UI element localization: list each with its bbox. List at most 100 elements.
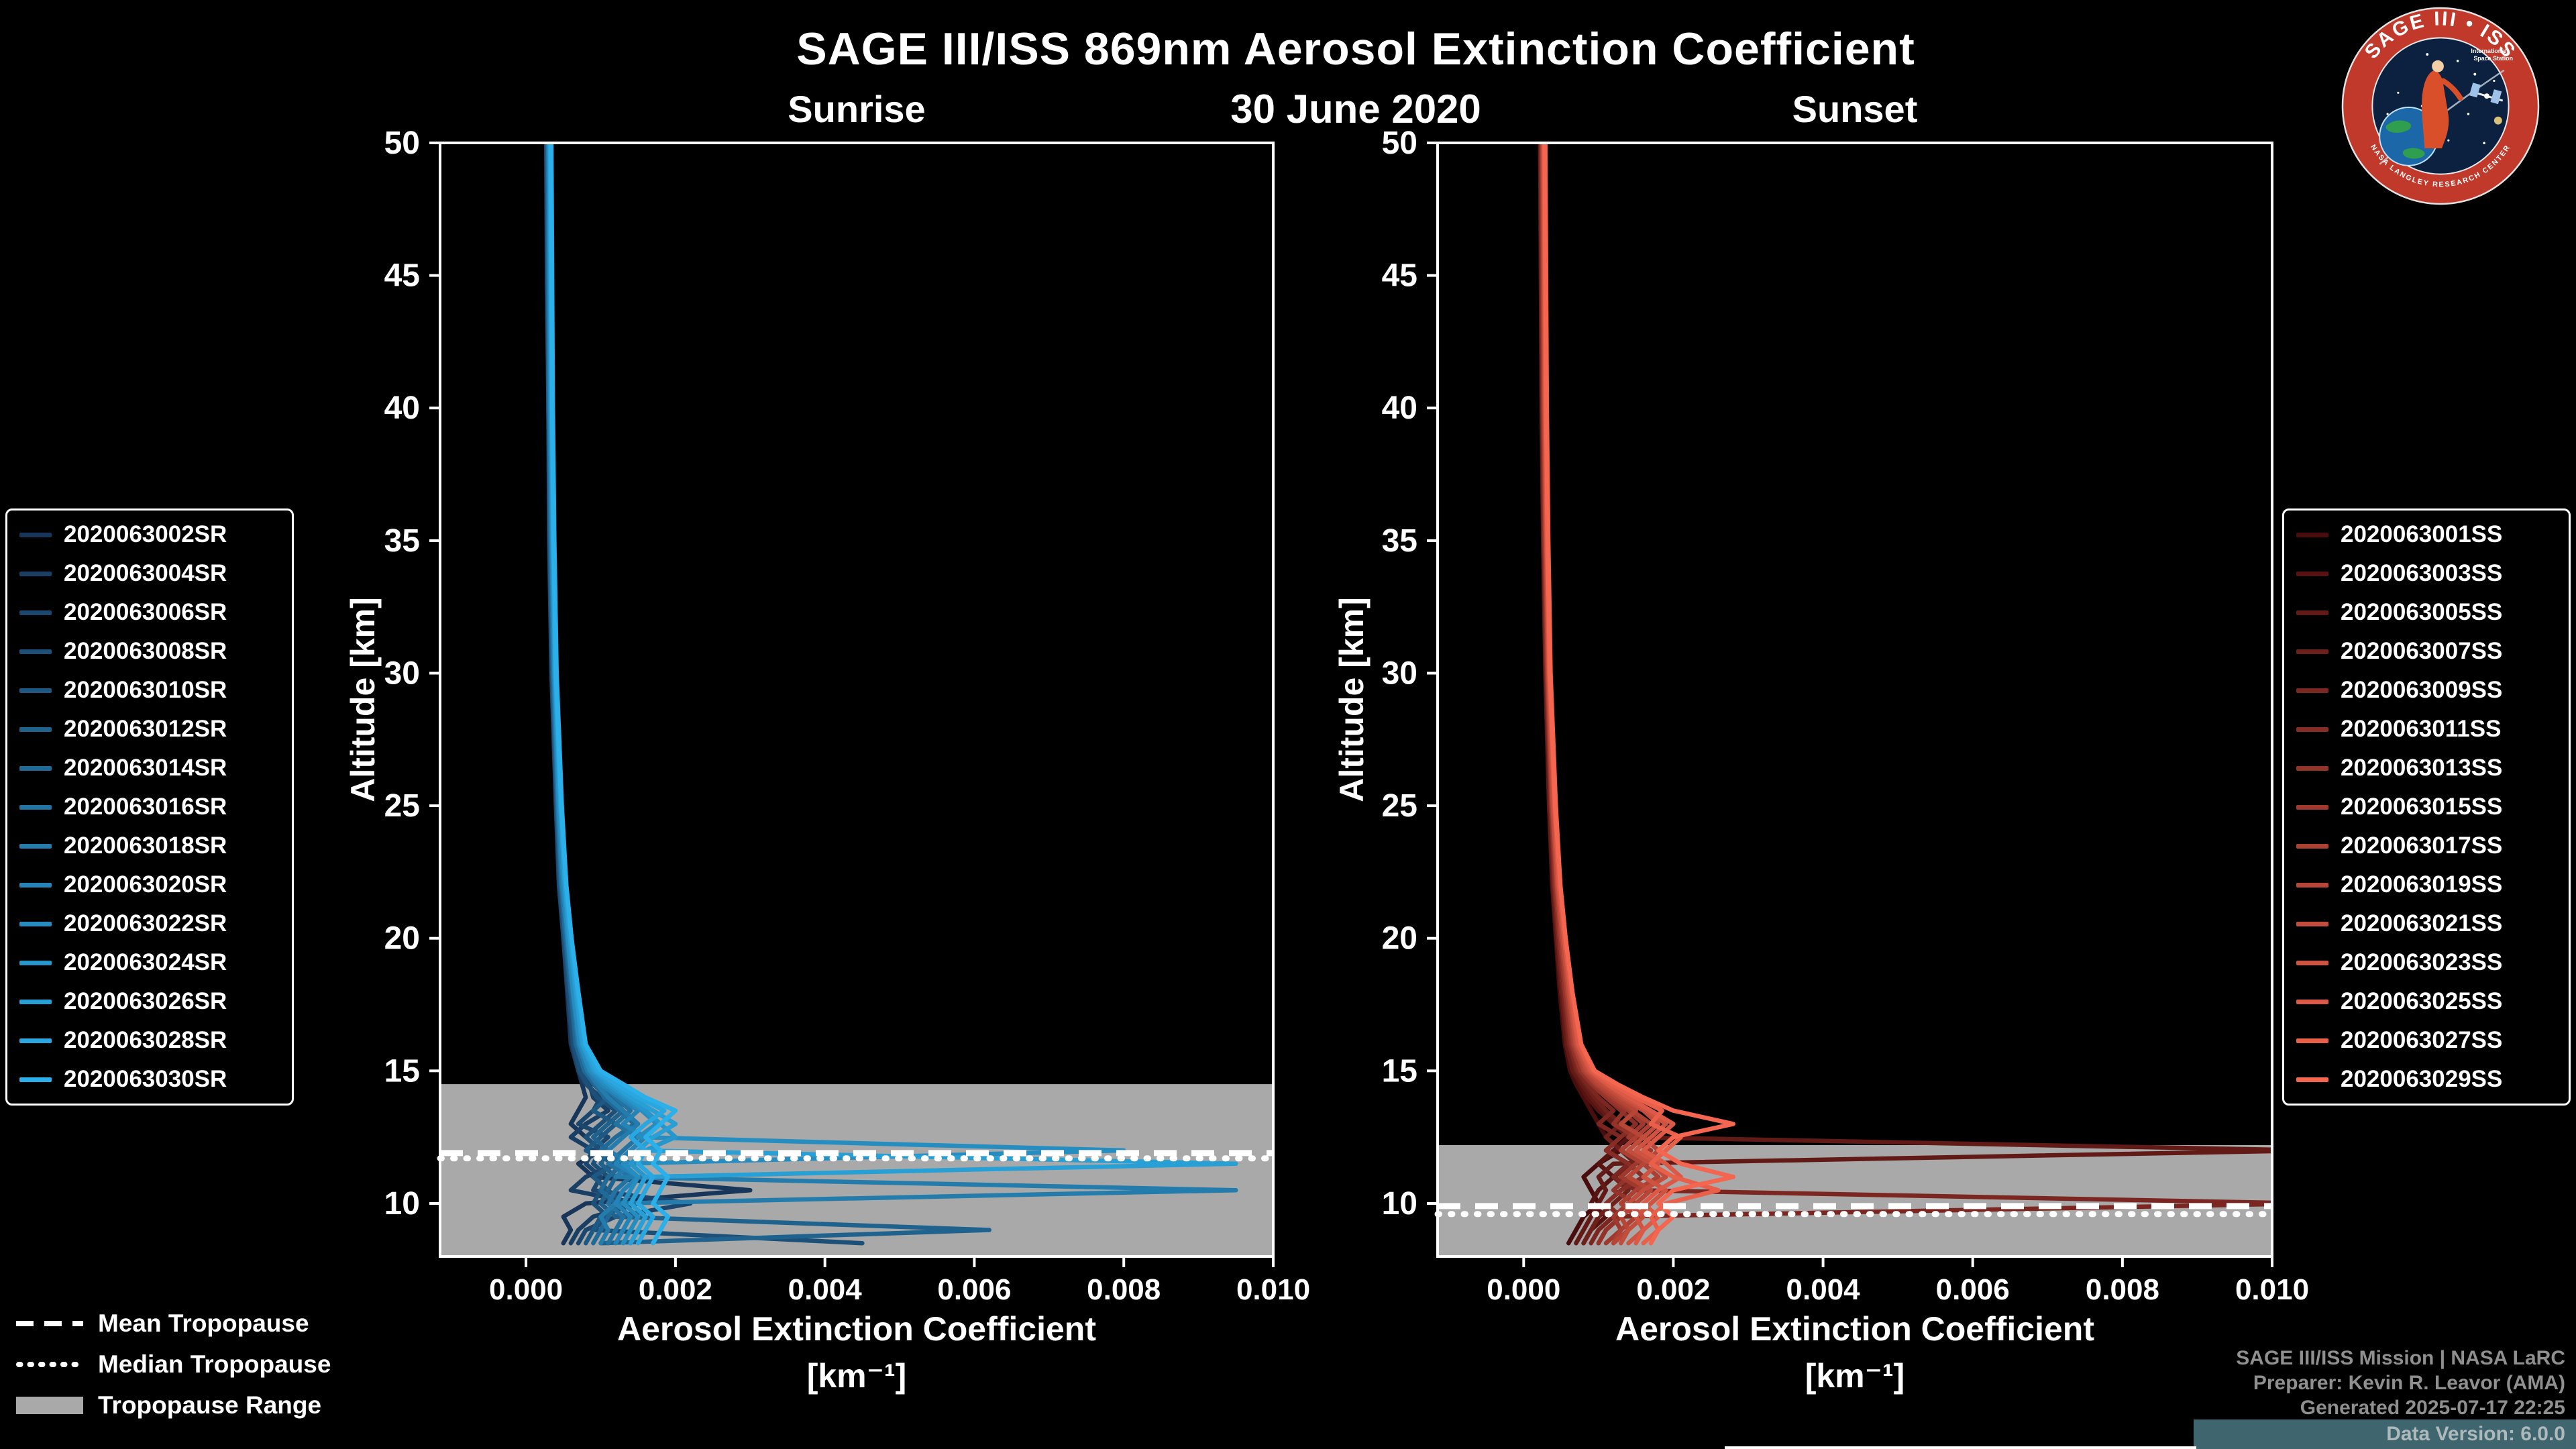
legend-item: 2020063001SS (2296, 521, 2557, 548)
legend-item: 2020063016SR (19, 794, 280, 820)
legend-label: 2020063001SS (2341, 521, 2503, 547)
legend-label: 2020063026SR (64, 988, 227, 1014)
series-line (1542, 143, 1683, 1246)
y-tick-label: 25 (1382, 788, 1417, 824)
legend-color-line-icon (2296, 960, 2328, 965)
legend-label: 2020063014SR (64, 755, 227, 781)
legend-item: 2020063011SS (2296, 716, 2557, 743)
legend-color-line-icon (2296, 571, 2328, 576)
y-tick-label: 20 (1382, 921, 1417, 957)
y-tick-label: 45 (384, 258, 420, 294)
sunrise-plot-svg: 0.000 0.002 0.004 0.006 0.008 0.010 10 15 20 25 30… (384, 125, 1310, 1306)
logo-sage-figure (2422, 60, 2463, 149)
legend-color-line-icon (19, 532, 52, 537)
legend-label: 2020063024SR (64, 949, 227, 975)
legend-label: 2020063008SR (64, 638, 227, 664)
legend-color-line-icon (19, 649, 52, 654)
plot-frame (439, 142, 1275, 1258)
legend-label: 2020063007SS (2341, 638, 2503, 664)
legend-color-line-icon (19, 999, 52, 1004)
legend-label: 2020063010SR (64, 677, 227, 703)
plot-frame (1436, 142, 2273, 1258)
y-tick-label: 45 (1382, 258, 1417, 294)
legend-label: 2020063019SS (2341, 871, 2503, 898)
dashed-line-icon (16, 1321, 83, 1326)
legend-label: 2020063023SS (2341, 949, 2503, 975)
legend-color-line-icon (2296, 765, 2328, 771)
legend-label: 2020063025SS (2341, 988, 2503, 1014)
credit-line-generated: Generated 2025-07-17 22:25 (2300, 1397, 2565, 1419)
tropopause-range-legend-row: Tropopause Range (16, 1390, 331, 1421)
series-line (547, 143, 1238, 1246)
gray-band-icon (16, 1397, 83, 1414)
y-tick-label: 50 (1382, 125, 1417, 161)
legend-color-line-icon (2296, 727, 2328, 732)
legend-color-line-icon (19, 843, 52, 849)
legend-color-line-icon (19, 1077, 52, 1082)
legend-label: 2020063015SS (2341, 794, 2503, 820)
legend-label: 2020063016SR (64, 794, 227, 820)
x-tick-label: 0.006 (1936, 1273, 2010, 1306)
legend-color-line-icon (2296, 649, 2328, 654)
legend-label: 2020063012SR (64, 716, 227, 742)
series-group (543, 143, 1238, 1246)
legend-color-line-icon (19, 688, 52, 693)
legend-item: 2020063014SR (19, 755, 280, 782)
x-tick-label: 0.000 (489, 1273, 563, 1306)
legend-item: 2020063006SR (19, 599, 280, 626)
legend-item: 2020063003SS (2296, 560, 2557, 587)
legend-label: 2020063006SR (64, 599, 227, 625)
legend-color-line-icon (19, 1038, 52, 1043)
x-tick-label: 0.002 (1636, 1273, 1710, 1306)
credit-line-mission: SAGE III/ISS Mission | NASA LaRC (2236, 1347, 2565, 1369)
tropopause-legend: Mean Tropopause Median Tropopause Tropop… (16, 1308, 331, 1421)
x-axis-label-sunset: Aerosol Extinction Coefficient (1615, 1310, 2094, 1348)
legend-item: 2020063002SR (19, 521, 280, 548)
series-line (546, 143, 1238, 1246)
series-line (543, 143, 693, 1246)
median-tropopause-legend-row: Median Tropopause (16, 1349, 331, 1380)
legend-label: 2020063020SR (64, 871, 227, 898)
panel-title-sunset: Sunset (1792, 88, 1918, 130)
dotted-line-icon (16, 1362, 83, 1367)
legend-label: 2020063011SS (2341, 716, 2502, 742)
legend-item: 2020063012SR (19, 716, 280, 743)
legend-color-line-icon (2296, 999, 2328, 1004)
y-axis-label-sunset: Altitude [km] (1333, 597, 1371, 802)
legend-color-line-icon (19, 882, 52, 888)
x-axis-label-sunrise: Aerosol Extinction Coefficient (617, 1310, 1096, 1348)
legend-color-line-icon (19, 727, 52, 732)
median-tropopause-label: Median Tropopause (98, 1350, 331, 1378)
mean-tropopause-legend-row: Mean Tropopause (16, 1308, 331, 1339)
legend-color-line-icon (19, 960, 52, 965)
legend-item: 2020063010SR (19, 677, 280, 704)
legend-item: 2020063017SS (2296, 833, 2557, 859)
logo-stars (2386, 53, 2496, 145)
legend-color-line-icon (2296, 532, 2328, 537)
legend-item: 2020063019SS (2296, 871, 2557, 898)
legend-color-line-icon (2296, 610, 2328, 615)
y-tick-label: 40 (384, 390, 420, 426)
series-line (545, 143, 753, 1246)
legend-sunrise: 2020063002SR 2020063004SR 2020063006SR 2020… (5, 508, 294, 1106)
legend-label: 2020063021SS (2341, 910, 2503, 936)
legend-label: 2020063028SR (64, 1027, 227, 1053)
x-tick-label: 0.004 (1786, 1273, 1861, 1306)
legend-label: 2020063018SR (64, 833, 227, 859)
logo-moon (2493, 116, 2502, 125)
legend-item: 2020063023SS (2296, 949, 2557, 976)
legend-color-line-icon (2296, 804, 2328, 810)
panel-title-sunrise: Sunrise (788, 88, 926, 130)
series-line (1538, 143, 2272, 1246)
legend-item: 2020063027SS (2296, 1027, 2557, 1054)
logo-iss (2469, 83, 2504, 105)
legend-item: 2020063026SR (19, 988, 280, 1015)
legend-label: 2020063004SR (64, 560, 227, 586)
legend-color-line-icon (2296, 843, 2328, 849)
y-axis-label-sunrise: Altitude [km] (344, 597, 382, 802)
x-tick-label: 0.006 (937, 1273, 1011, 1306)
y-tick-label: 15 (1382, 1053, 1417, 1089)
legend-label: 2020063017SS (2341, 833, 2503, 859)
legend-item: 2020063022SR (19, 910, 280, 937)
series-line (547, 143, 1126, 1246)
